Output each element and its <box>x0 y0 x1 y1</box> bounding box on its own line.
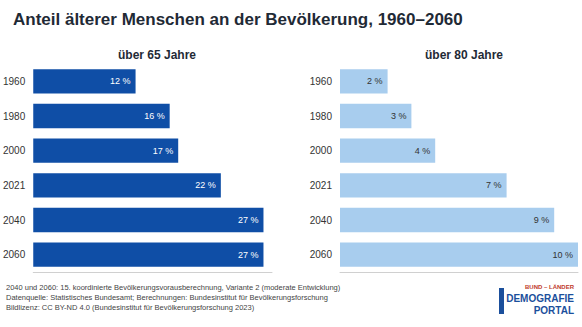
svg-text:2060: 2060 <box>310 249 333 260</box>
svg-text:22 %: 22 % <box>195 180 216 190</box>
svg-text:10 %: 10 % <box>552 250 573 260</box>
svg-text:2021: 2021 <box>310 180 333 191</box>
svg-text:Bildlizenz: CC BY-ND 4.0 (Bund: Bildlizenz: CC BY-ND 4.0 (Bundesinstitut… <box>6 303 255 312</box>
svg-text:2060: 2060 <box>3 249 26 260</box>
svg-text:über 65 Jahre: über 65 Jahre <box>118 48 196 62</box>
svg-text:2040: 2040 <box>310 215 333 226</box>
svg-text:1960: 1960 <box>310 76 333 87</box>
svg-text:7 %: 7 % <box>486 180 502 190</box>
svg-text:12 %: 12 % <box>110 76 131 86</box>
svg-text:über 80 Jahre: über 80 Jahre <box>425 48 503 62</box>
svg-text:2 %: 2 % <box>367 76 383 86</box>
svg-text:4 %: 4 % <box>415 146 431 156</box>
svg-text:2000: 2000 <box>310 145 333 156</box>
svg-text:27 %: 27 % <box>238 215 259 225</box>
svg-text:Datenquelle: Statistisches Bun: Datenquelle: Statistisches Bundesamt; Be… <box>6 293 328 302</box>
svg-text:17 %: 17 % <box>153 146 174 156</box>
svg-text:9 %: 9 % <box>534 215 550 225</box>
svg-text:1980: 1980 <box>310 111 333 122</box>
svg-text:2021: 2021 <box>3 180 26 191</box>
svg-text:2040: 2040 <box>3 215 26 226</box>
svg-text:Anteil älterer Menschen an der: Anteil älterer Menschen an der Bevölkeru… <box>13 10 463 29</box>
svg-text:PORTAL: PORTAL <box>534 305 574 316</box>
svg-text:3 %: 3 % <box>391 111 407 121</box>
svg-text:1980: 1980 <box>3 111 26 122</box>
svg-text:2000: 2000 <box>3 145 26 156</box>
svg-text:DEMOGRAFIE: DEMOGRAFIE <box>506 293 574 304</box>
svg-text:BUND – LÄNDER: BUND – LÄNDER <box>525 284 575 290</box>
svg-text:27 %: 27 % <box>238 250 259 260</box>
svg-text:16 %: 16 % <box>144 111 165 121</box>
svg-text:2040 und 2060: 15. koordiniert: 2040 und 2060: 15. koordinierte Bevölker… <box>6 283 341 292</box>
svg-text:1960: 1960 <box>3 76 26 87</box>
